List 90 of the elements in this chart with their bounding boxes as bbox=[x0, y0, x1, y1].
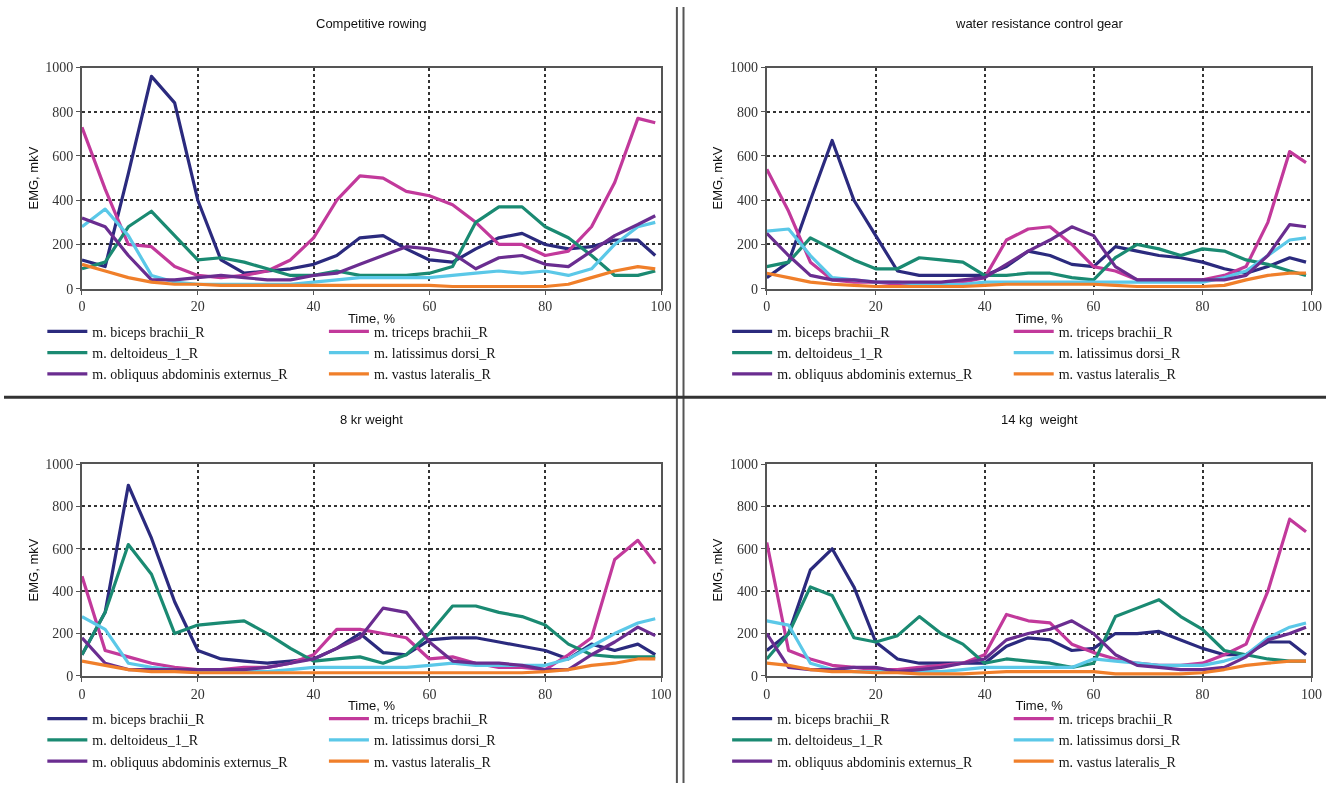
y-tick-label: 800 bbox=[52, 499, 74, 515]
x-axis-title: Time, % bbox=[347, 697, 396, 713]
chart-title: 8 kr weight bbox=[340, 412, 404, 427]
y-tick-label: 200 bbox=[52, 626, 74, 642]
x-tick-label: 100 bbox=[650, 686, 672, 702]
x-tick-label: 20 bbox=[868, 299, 883, 315]
legend-label: m. latissimus dorsi_R bbox=[1058, 733, 1182, 749]
legend-label: m. latissimus dorsi_R bbox=[1058, 346, 1182, 362]
x-tick-label: 20 bbox=[190, 686, 205, 702]
y-tick-label: 0 bbox=[66, 668, 74, 684]
y-tick-label: 800 bbox=[736, 104, 758, 120]
legend-label: m. latissimus dorsi_R bbox=[373, 733, 497, 749]
y-tick-label: 400 bbox=[52, 193, 74, 209]
x-tick-label: 60 bbox=[1086, 299, 1101, 315]
x-tick-label: 0 bbox=[763, 686, 771, 702]
y-tick-label: 600 bbox=[736, 541, 758, 557]
y-axis-title: EMG, mkV bbox=[25, 538, 41, 602]
y-tick-label: 200 bbox=[736, 626, 758, 642]
x-tick-label: 40 bbox=[977, 686, 992, 702]
y-tick-label: 600 bbox=[52, 541, 74, 557]
y-tick-label: 400 bbox=[52, 584, 74, 600]
y-tick-label: 600 bbox=[736, 148, 758, 164]
x-tick-label: 80 bbox=[538, 686, 553, 702]
chart-title: 14 kg weight bbox=[1001, 412, 1078, 427]
y-tick-label: 200 bbox=[52, 237, 74, 253]
y-axis-title: EMG, mkV bbox=[710, 538, 726, 602]
legend-label: m. obliquus abdominis externus_R bbox=[777, 367, 974, 383]
x-axis-title: Time, % bbox=[1015, 310, 1064, 326]
y-tick-label: 1000 bbox=[45, 456, 74, 472]
line-series bbox=[766, 236, 1308, 282]
legend-label: m. deltoideus_1_R bbox=[777, 733, 884, 749]
line-series bbox=[82, 262, 657, 289]
legend-label: m. triceps brachii_R bbox=[373, 712, 489, 728]
x-tick-label: 0 bbox=[78, 686, 86, 702]
line-series bbox=[82, 657, 657, 675]
x-tick-label: 40 bbox=[306, 299, 321, 315]
legend-label: m. deltoideus_1_R bbox=[777, 346, 884, 362]
x-tick-label: 80 bbox=[1195, 299, 1210, 315]
legend-label: m. deltoideus_1_R bbox=[92, 733, 199, 749]
chart-title: water resistance control gear bbox=[955, 16, 1124, 31]
legend-label: m. triceps brachii_R bbox=[1058, 712, 1174, 728]
legend-label: m. biceps brachii_R bbox=[92, 324, 206, 340]
x-axis-title: Time, % bbox=[347, 310, 396, 326]
y-tick-label: 1000 bbox=[729, 60, 758, 76]
y-tick-label: 0 bbox=[750, 281, 758, 297]
x-tick-label: 60 bbox=[1086, 686, 1101, 702]
legend-label: m. vastus lateralis_R bbox=[1058, 754, 1177, 770]
x-tick-label: 100 bbox=[1300, 686, 1322, 702]
chart-title: Competitive rowing bbox=[316, 16, 427, 31]
y-tick-label: 0 bbox=[66, 281, 74, 297]
line-series bbox=[766, 659, 1308, 676]
y-tick-label: 400 bbox=[736, 584, 758, 600]
x-tick-label: 0 bbox=[78, 299, 86, 315]
legend-label: m. obliquus abdominis externus_R bbox=[92, 367, 289, 383]
y-tick-label: 1000 bbox=[45, 60, 74, 76]
legend-label: m. deltoideus_1_R bbox=[92, 346, 199, 362]
legend-label: m. triceps brachii_R bbox=[1058, 324, 1174, 340]
legend-label: m. obliquus abdominis externus_R bbox=[92, 754, 289, 770]
x-tick-label: 100 bbox=[1300, 299, 1322, 315]
x-axis-title: Time, % bbox=[1015, 697, 1064, 713]
y-tick-label: 800 bbox=[736, 499, 758, 515]
legend-label: m. biceps brachii_R bbox=[777, 324, 891, 340]
legend-label: m. triceps brachii_R bbox=[373, 324, 489, 340]
y-axis-title: EMG, mkV bbox=[710, 146, 726, 210]
x-tick-label: 80 bbox=[1195, 686, 1210, 702]
line-series bbox=[766, 271, 1308, 289]
y-tick-label: 400 bbox=[736, 193, 758, 209]
x-tick-label: 20 bbox=[868, 686, 883, 702]
legend-label: m. vastus lateralis_R bbox=[1058, 367, 1177, 383]
x-tick-label: 20 bbox=[190, 299, 205, 315]
legend-label: m. latissimus dorsi_R bbox=[373, 346, 497, 362]
x-tick-label: 60 bbox=[422, 686, 437, 702]
x-tick-label: 100 bbox=[650, 299, 672, 315]
y-axis-title: EMG, mkV bbox=[25, 146, 41, 210]
legend-label: m. biceps brachii_R bbox=[92, 712, 206, 728]
line-series bbox=[82, 116, 657, 280]
legend-label: m. vastus lateralis_R bbox=[373, 367, 492, 383]
x-tick-label: 0 bbox=[763, 299, 771, 315]
legend-label: m. biceps brachii_R bbox=[777, 712, 891, 728]
x-tick-label: 60 bbox=[422, 299, 437, 315]
x-tick-label: 40 bbox=[306, 686, 321, 702]
y-tick-label: 1000 bbox=[729, 456, 758, 472]
x-tick-label: 40 bbox=[977, 299, 992, 315]
y-tick-label: 600 bbox=[52, 148, 74, 164]
y-tick-label: 800 bbox=[52, 104, 74, 120]
legend-label: m. obliquus abdominis externus_R bbox=[777, 754, 974, 770]
legend-label: m. vastus lateralis_R bbox=[373, 754, 492, 770]
y-tick-label: 200 bbox=[736, 237, 758, 253]
x-tick-label: 80 bbox=[538, 299, 553, 315]
y-tick-label: 0 bbox=[750, 668, 758, 684]
